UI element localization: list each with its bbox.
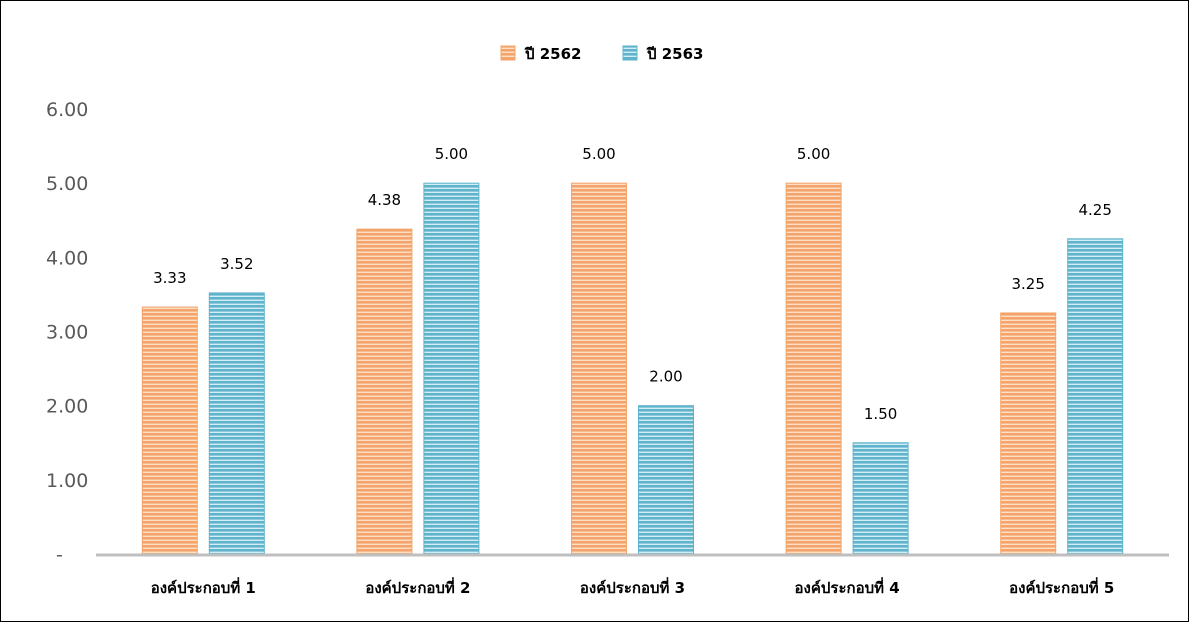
data-labels: 3.33 3.52 4.38 5.00 5.00 2.00 5.00 1.50 3.25 4.25 (153, 145, 1112, 423)
data-label: 2.00 (649, 368, 682, 386)
y-tick-label: 1.00 (46, 470, 88, 492)
x-axis: องค์ประกอบที่ 1 องค์ประกอบที่ 2 องค์ประกอบ… (96, 553, 1169, 597)
x-tick-label: องค์ประกอบที่ 5 (1009, 577, 1114, 597)
legend-item: ปี 2562 (500, 45, 582, 63)
y-tick-label: 4.00 (46, 247, 88, 269)
data-label: 1.50 (864, 405, 897, 423)
x-tick-label: องค์ประกอบที่ 1 (151, 577, 256, 597)
bars (141, 182, 1124, 555)
legend-swatch (500, 45, 516, 61)
data-label: 5.00 (435, 145, 468, 163)
y-tick-label: 2.00 (46, 396, 88, 418)
y-tick-label: 5.00 (46, 173, 88, 195)
legend: ปี 2562 ปี 2563 (500, 45, 704, 63)
data-label: 5.00 (582, 145, 615, 163)
bar (1000, 312, 1057, 555)
x-tick-label: องค์ประกอบที่ 3 (580, 577, 685, 597)
y-tick-label: 6.00 (46, 99, 88, 121)
x-tick-label: องค์ประกอบที่ 4 (795, 577, 900, 597)
data-label: 4.38 (368, 191, 401, 209)
legend-label: ปี 2563 (646, 45, 703, 63)
data-label: 3.33 (153, 269, 186, 287)
y-tick-label: 3.00 (46, 322, 88, 344)
y-axis: - 1.00 2.00 3.00 4.00 5.00 6.00 (46, 99, 88, 566)
y-tick-label: - (56, 544, 63, 566)
data-label: 3.25 (1011, 275, 1044, 293)
bar (638, 405, 694, 555)
legend-label: ปี 2562 (524, 45, 581, 63)
data-label: 3.52 (220, 255, 253, 273)
bar (1067, 238, 1124, 555)
data-label: 5.00 (797, 145, 830, 163)
legend-swatch (622, 45, 638, 61)
bar (785, 182, 842, 555)
x-tick-label: องค์ประกอบที่ 2 (365, 577, 470, 597)
bar (141, 306, 198, 555)
bar (208, 292, 265, 555)
bar (852, 442, 909, 555)
bar (423, 182, 480, 555)
bar (356, 228, 413, 555)
legend-item: ปี 2563 (622, 45, 704, 63)
data-label: 4.25 (1078, 201, 1111, 219)
bar (571, 182, 627, 555)
